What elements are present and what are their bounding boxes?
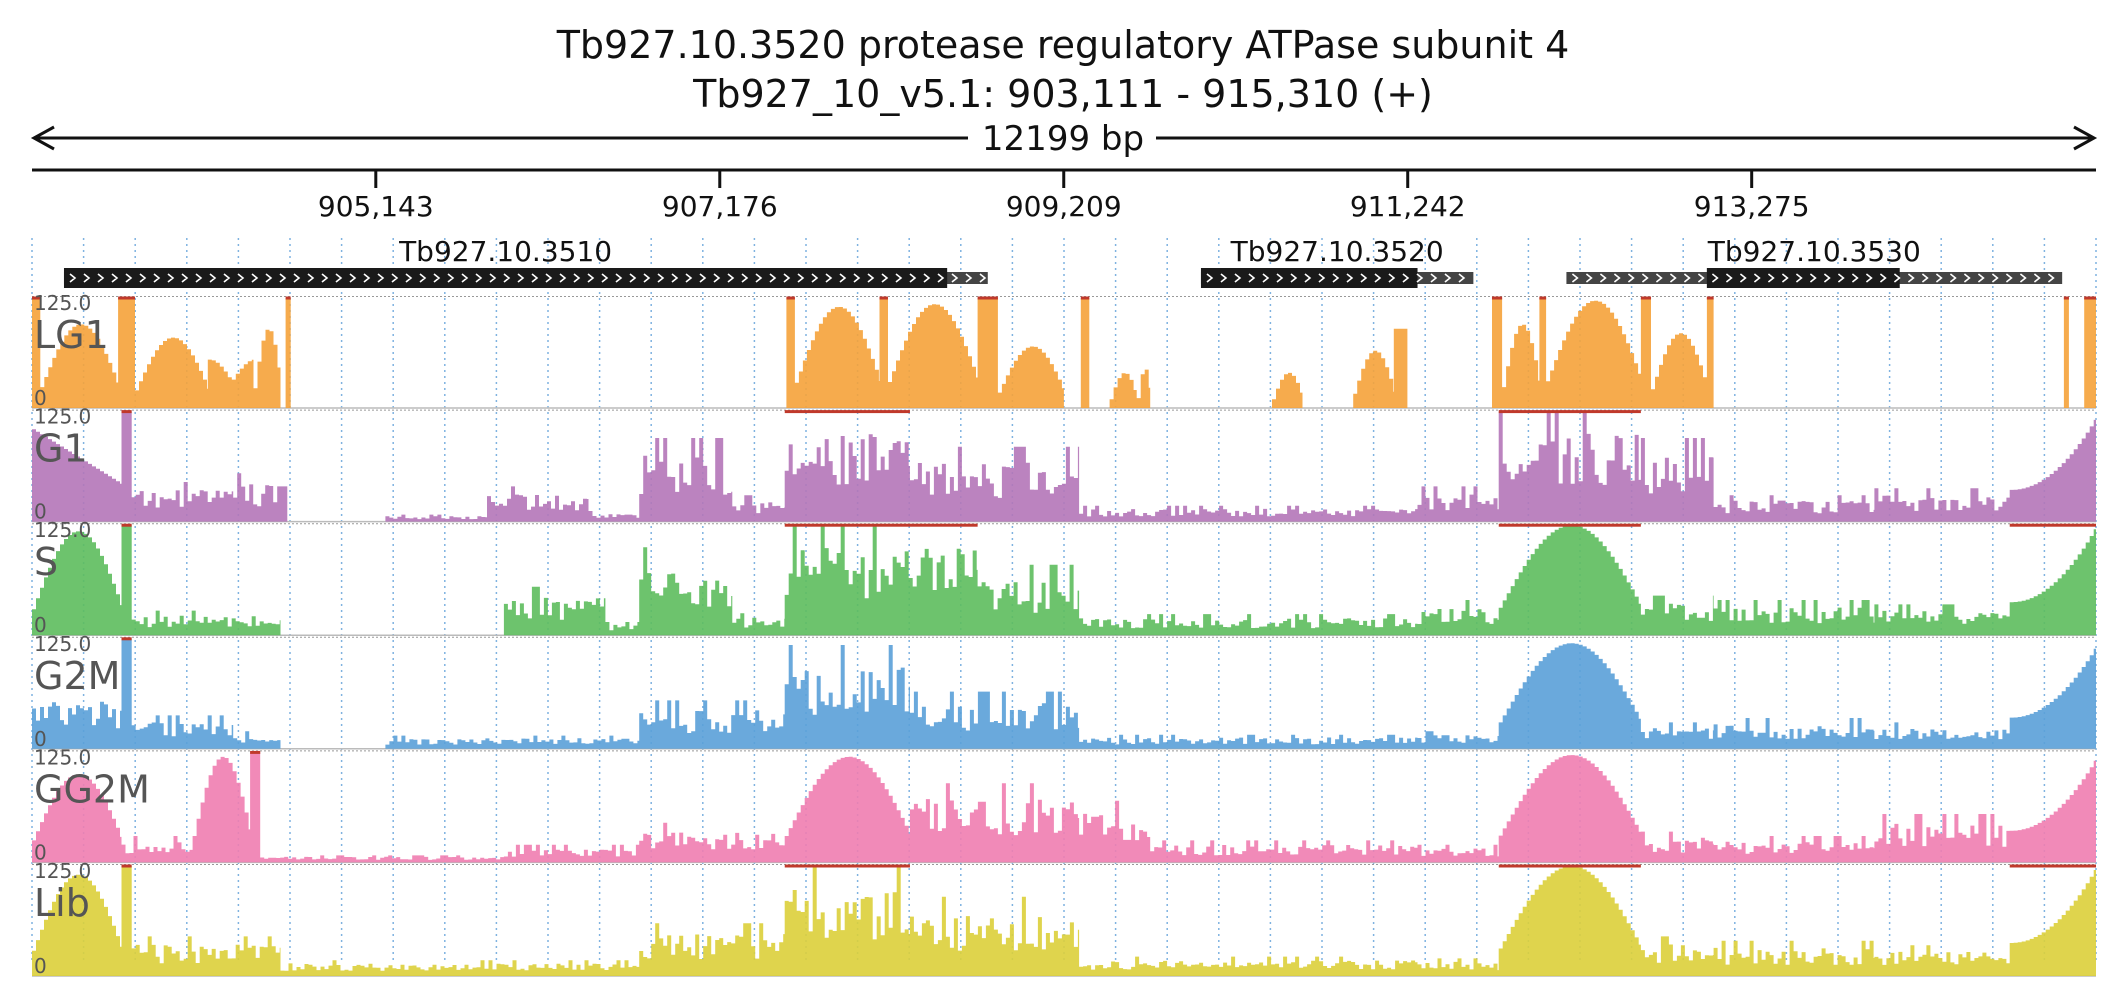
saturation-marker (121, 523, 132, 527)
saturation-marker (879, 296, 888, 300)
ruler-arrow-left (30, 125, 55, 151)
coverage-area (32, 866, 2096, 976)
saturation-marker (784, 523, 978, 527)
axis-tick-label: 911,242 (1350, 190, 1466, 223)
track-ymin-label: 0 (34, 840, 47, 864)
track-ymax-label: 125.0 (34, 405, 91, 429)
saturation-marker (250, 750, 261, 754)
track-name-label: GG2M (34, 767, 150, 811)
saturation-marker (121, 410, 132, 414)
track-ymin-label: 0 (34, 954, 47, 978)
track-g1: 125.0 0 G1 (32, 405, 2096, 524)
track-name-label: Lib (34, 881, 90, 925)
saturation-marker (118, 296, 136, 300)
gene-model[interactable]: Tb927.10.3530 (1566, 235, 2063, 288)
coverage-area (32, 298, 2096, 408)
gene-strand-arrows (1571, 273, 2055, 283)
saturation-marker (2009, 864, 2096, 868)
axis-tick-label: 907,176 (662, 190, 778, 223)
gene-strand-arrows (69, 273, 987, 283)
coverage-area (32, 752, 2096, 863)
ruler-arrow-right (2073, 125, 2098, 151)
saturation-marker (121, 864, 132, 868)
track-g2m: 125.0 0 G2M (32, 632, 2096, 751)
coverage-area (32, 525, 2096, 636)
gene-model[interactable]: Tb927.10.3520 (1200, 235, 1474, 288)
coverage-area (32, 411, 2096, 522)
track-s: 125.0 0 S (32, 518, 2096, 637)
chart-subtitle: Tb927_10_v5.1: 903,111 - 915,310 (+) (692, 72, 1433, 116)
track-ymax-label: 125.0 (34, 632, 91, 656)
saturation-marker (2009, 523, 2096, 527)
axis-tick-label: 905,143 (318, 190, 434, 223)
saturation-marker (1706, 296, 1714, 300)
track-ymin-label: 0 (34, 500, 47, 524)
saturation-marker (1539, 296, 1547, 300)
saturation-marker (784, 410, 910, 414)
track-ymin-label: 0 (34, 386, 47, 410)
chart-title: Tb927.10.3520 protease regulatory ATPase… (556, 23, 1570, 67)
saturation-marker (121, 637, 132, 641)
gene-label: Tb927.10.3510 (398, 235, 612, 268)
saturation-marker (285, 296, 291, 300)
track-ymax-label: 125.0 (34, 745, 91, 769)
saturation-marker (784, 864, 910, 868)
saturation-marker (2084, 296, 2096, 300)
saturation-marker (1491, 296, 1503, 300)
axis-tick-label: 913,275 (1694, 190, 1810, 223)
saturation-marker (1080, 296, 1090, 300)
gene-model[interactable]: Tb927.10.3510 (63, 235, 988, 288)
gene-label: Tb927.10.3520 (1230, 235, 1444, 268)
gene-cds-bar (1706, 268, 1900, 288)
track-name-label: LG1 (34, 313, 109, 357)
saturation-marker (1498, 523, 1641, 527)
track-gg2m: 125.0 0 GG2M (32, 745, 2096, 864)
saturation-marker (786, 296, 795, 300)
gene-strand-arrows (1206, 273, 1466, 283)
axis-tick-label: 909,209 (1006, 190, 1122, 223)
saturation-marker (1498, 410, 1641, 414)
gene-label: Tb927.10.3530 (1707, 235, 1921, 268)
ruler-length-label: 12199 bp (982, 119, 1144, 159)
track-ymax-label: 125.0 (34, 859, 91, 883)
saturation-marker (1640, 296, 1652, 300)
track-name-label: G2M (34, 654, 120, 698)
coordinate-axis: 905,143 907,176 909,209 911,242 913,275 (32, 168, 2096, 223)
track-lg1: 125.0 0 LG1 (32, 291, 2096, 410)
track-ymin-label: 0 (34, 613, 47, 637)
track-name-label: S (34, 540, 58, 584)
track-name-label: G1 (34, 427, 88, 471)
track-ymax-label: 125.0 (34, 518, 91, 542)
track-lib: 125.0 0 Lib (32, 859, 2096, 978)
length-ruler: 12199 bp (30, 119, 2098, 159)
gene-cds-bar (63, 268, 948, 288)
saturation-marker (977, 296, 998, 300)
saturation-marker (2063, 296, 2069, 300)
saturation-marker (32, 296, 41, 300)
coverage-tracks: 125.00LG1125.00G1125.00S125.00G2M125.00G… (32, 291, 2096, 978)
track-ymax-label: 125.0 (34, 291, 91, 315)
track-ymin-label: 0 (34, 727, 47, 751)
gene-track: Tb927.10.3510 Tb927.10.3520 Tb927.10.3530 (63, 235, 2063, 288)
coverage-area (32, 638, 2096, 749)
saturation-marker (1498, 864, 1641, 868)
